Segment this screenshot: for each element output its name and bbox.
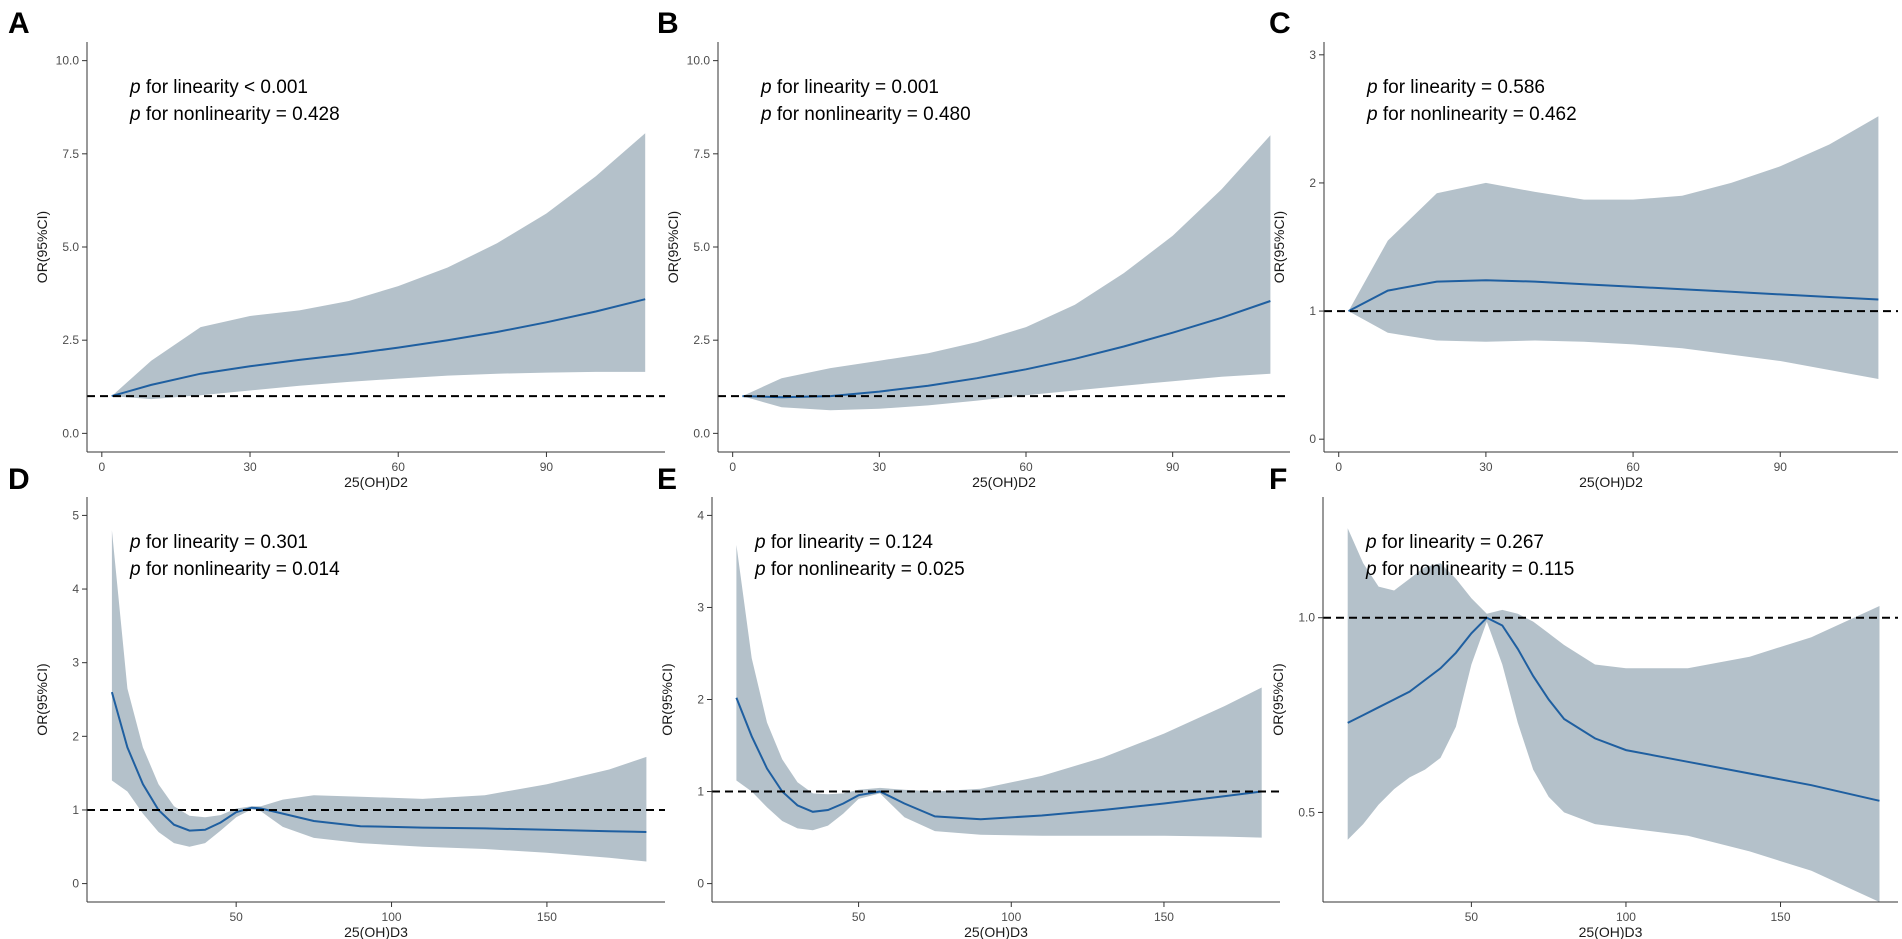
y-axis-title-d: OR(95%CI) [34, 663, 50, 735]
y-tick-label-c: 0 [1309, 432, 1316, 446]
p-value-annotation-a: p for nonlinearity = 0.428 [129, 104, 340, 125]
y-tick-label-c: 2 [1309, 176, 1316, 190]
p-value-annotation-b: p for nonlinearity = 0.480 [760, 104, 971, 125]
y-tick-label-f: 0.5 [1298, 805, 1315, 819]
y-tick-label-e: 0 [697, 877, 704, 891]
y-tick-label-a: 7.5 [62, 147, 79, 161]
or-line-c [1348, 279, 1879, 312]
x-tick-label-e: 100 [1001, 910, 1021, 924]
x-tick-label-f: 50 [1465, 910, 1479, 924]
panel-c: 0 30 60 90 0 1 2 3 25(OH)D2 OR(95%CI) p for linear… [1269, 7, 1898, 490]
y-tick-label-f: 1.0 [1298, 611, 1315, 625]
x-tick-label-f: 100 [1616, 910, 1636, 924]
panel-e: 50 100 150 0 1 2 3 4 25(OH)D3 OR(95%CI) p for line… [657, 463, 1280, 939]
y-tick-label-d: 1 [72, 803, 79, 817]
y-tick-label-b: 5.0 [693, 240, 710, 254]
x-axis-title-a: 25(OH)D2 [344, 474, 408, 490]
x-axis-title-d: 25(OH)D3 [344, 924, 408, 939]
x-tick-label-f: 150 [1771, 910, 1791, 924]
y-axis-title-b: OR(95%CI) [665, 211, 681, 283]
x-tick-label-a: 0 [98, 460, 105, 474]
x-tick-label-d: 150 [537, 910, 557, 924]
y-axis-title-f: OR(95%CI) [1270, 663, 1286, 735]
x-tick-label-e: 50 [852, 910, 866, 924]
ci-band-b [742, 135, 1271, 411]
or-line-f [1347, 616, 1880, 802]
y-tick-label-a: 0.0 [62, 426, 79, 440]
panel-a: 0 30 60 90 0.0 2.5 5.0 7.5 10.0 25(OH)D2 OR(95%CI)… [8, 7, 665, 490]
or-line-e [735, 697, 1262, 821]
y-tick-label-e: 3 [697, 600, 704, 614]
p-value-annotation-c: p for linearity = 0.586 [1366, 77, 1545, 98]
p-value-annotation-a: p for linearity < 0.001 [129, 77, 308, 98]
y-tick-label-b: 0.0 [693, 426, 710, 440]
panel-letter-d: D [8, 463, 30, 496]
or-line-a [111, 298, 646, 398]
x-tick-label-e: 150 [1154, 910, 1174, 924]
p-value-annotation-d: p for linearity = 0.301 [129, 532, 308, 553]
panel-f: 50 100 150 0.5 1.0 25(OH)D3 OR(95%CI) p for lin… [1269, 463, 1898, 939]
x-axis-title-f: 25(OH)D3 [1579, 924, 1643, 939]
x-tick-label-c: 0 [1335, 460, 1342, 474]
y-tick-label-d: 4 [72, 582, 79, 596]
p-value-annotation-d: p for nonlinearity = 0.014 [129, 559, 340, 580]
x-tick-label-b: 30 [873, 460, 887, 474]
y-tick-label-a: 5.0 [62, 240, 79, 254]
x-tick-label-a: 60 [392, 460, 406, 474]
p-value-annotation-b: p for linearity = 0.001 [760, 77, 939, 98]
y-axis-title-c: OR(95%CI) [1271, 211, 1287, 283]
ci-band-f [1347, 528, 1880, 902]
p-value-annotation-e: p for nonlinearity = 0.025 [754, 559, 965, 580]
panel-letter-c: C [1269, 7, 1291, 40]
y-tick-label-e: 4 [697, 508, 704, 522]
panel-b: 0 30 60 90 0.0 2.5 5.0 7.5 10.0 25(OH)D2 OR(95%CI)… [657, 7, 1290, 490]
ci-band-c [1348, 116, 1879, 380]
y-tick-label-d: 2 [72, 729, 79, 743]
x-tick-label-c: 60 [1626, 460, 1640, 474]
panel-letter-f: F [1269, 463, 1287, 496]
x-axis-title-e: 25(OH)D3 [964, 924, 1028, 939]
y-axis-title-e: OR(95%CI) [659, 663, 675, 735]
x-tick-label-b: 0 [729, 460, 736, 474]
y-tick-label-b: 10.0 [687, 54, 711, 68]
ci-band-d [111, 530, 647, 862]
y-tick-label-c: 1 [1309, 304, 1316, 318]
y-tick-label-b: 7.5 [693, 147, 710, 161]
x-tick-label-b: 90 [1166, 460, 1180, 474]
x-axis-title-b: 25(OH)D2 [972, 474, 1036, 490]
y-tick-label-e: 2 [697, 693, 704, 707]
p-value-annotation-e: p for linearity = 0.124 [754, 532, 933, 553]
y-tick-label-a: 10.0 [56, 54, 80, 68]
p-value-annotation-f: p for nonlinearity = 0.115 [1365, 559, 1574, 580]
y-tick-label-d: 5 [72, 508, 79, 522]
ci-band-e [736, 544, 1262, 838]
x-tick-label-a: 30 [243, 460, 257, 474]
y-tick-label-d: 3 [72, 656, 79, 670]
y-tick-label-e: 1 [697, 785, 704, 799]
y-axis-title-a: OR(95%CI) [34, 211, 50, 283]
x-axis-title-c: 25(OH)D2 [1579, 474, 1643, 490]
x-tick-label-a: 90 [540, 460, 554, 474]
y-tick-label-a: 2.5 [62, 333, 79, 347]
y-tick-label-b: 2.5 [693, 333, 710, 347]
panel-letter-b: B [657, 7, 679, 40]
p-value-annotation-c: p for nonlinearity = 0.462 [1366, 104, 1577, 125]
y-tick-label-c: 3 [1309, 48, 1316, 62]
x-tick-label-d: 50 [229, 910, 243, 924]
x-tick-label-b: 60 [1019, 460, 1033, 474]
x-tick-label-d: 100 [382, 910, 402, 924]
panel-d: 50 100 150 0 1 2 3 4 5 25(OH)D3 OR(95%CI) p for lin… [8, 463, 665, 939]
panel-letter-a: A [8, 7, 30, 40]
y-tick-label-d: 0 [72, 877, 79, 891]
panel-letter-e: E [657, 463, 677, 496]
x-tick-label-c: 30 [1479, 460, 1493, 474]
x-tick-label-c: 90 [1774, 460, 1788, 474]
ci-band-a [111, 133, 646, 400]
p-value-annotation-f: p for linearity = 0.267 [1365, 532, 1544, 553]
